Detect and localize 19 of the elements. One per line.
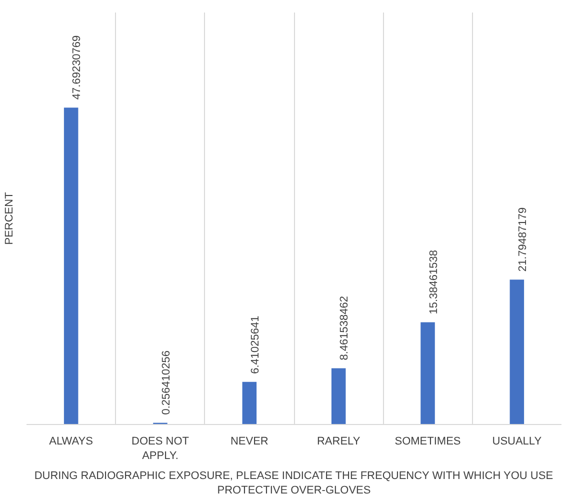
data-label: 21.79487179 xyxy=(516,207,529,272)
data-label: 47.69230769 xyxy=(71,35,84,100)
x-axis-title: DURING RADIOGRAPHIC EXPOSURE, PLEASE INDICATE THE FREQUENCY WITH WHICH YOU USE PROTECTIVE OVER-GLOVES xyxy=(34,470,554,496)
x-tick-label: ALWAYS xyxy=(49,436,93,448)
bar xyxy=(331,368,346,424)
y-axis-title: PERCENT xyxy=(4,192,16,245)
data-label: 8.461538462 xyxy=(338,296,351,360)
data-label: 6.41025641 xyxy=(249,316,262,374)
x-tick-label: NEVER xyxy=(230,436,268,448)
x-tick-label: RARELY xyxy=(316,436,361,448)
bar xyxy=(242,382,257,424)
data-label: 15.38461538 xyxy=(428,250,440,314)
bar xyxy=(420,322,435,424)
x-tick-label: USUALLY xyxy=(492,436,542,448)
x-tick-label: DOES NOT APPLY. xyxy=(132,436,190,462)
bar xyxy=(64,108,78,424)
bar xyxy=(510,280,524,424)
x-tick-label: SOMETIMES xyxy=(394,436,461,448)
data-label: 0.256410256 xyxy=(160,350,172,415)
